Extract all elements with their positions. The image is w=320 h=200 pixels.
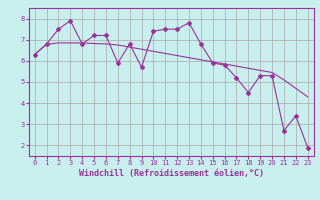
X-axis label: Windchill (Refroidissement éolien,°C): Windchill (Refroidissement éolien,°C) [79, 169, 264, 178]
